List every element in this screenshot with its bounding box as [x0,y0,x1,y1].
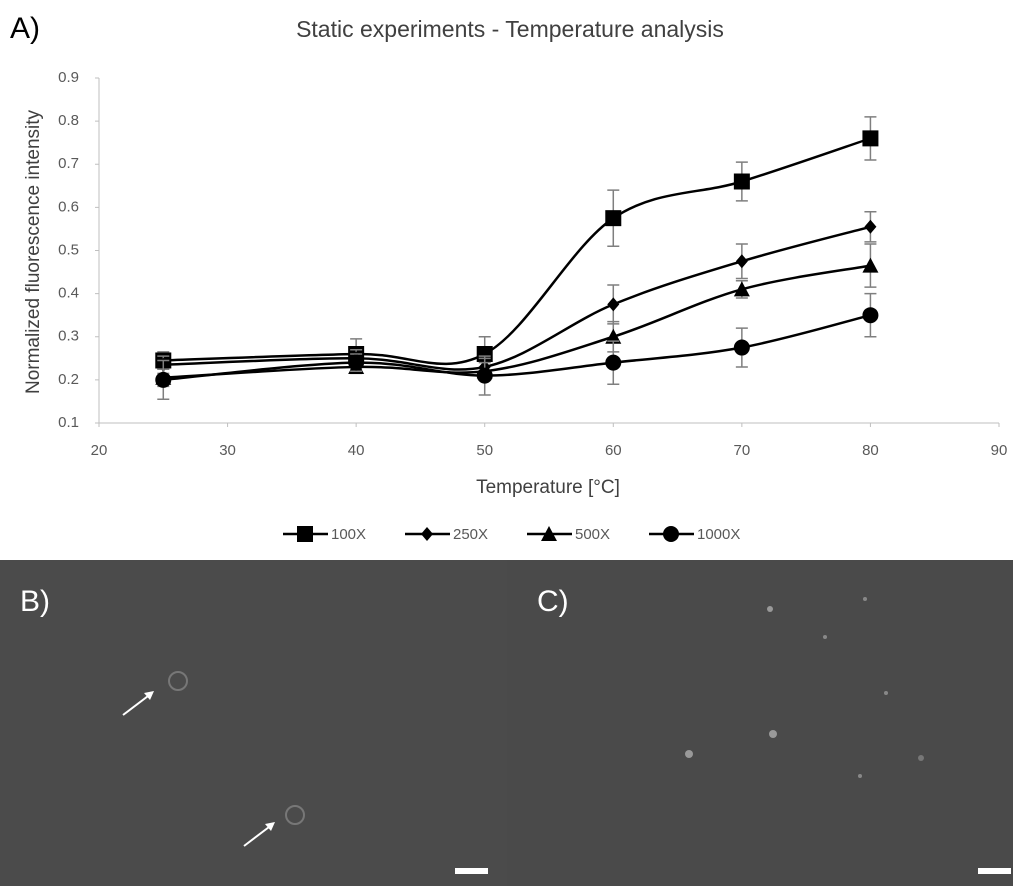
scale-bar [978,868,1011,874]
series-line [163,225,871,371]
y-tick-label: 0.7 [58,155,79,172]
x-axis-label: Temperature [°C] [476,477,620,498]
x-tick-label: 80 [862,442,879,459]
y-tick-label: 0.2 [58,371,79,388]
x-tick-label: 70 [734,442,751,459]
y-tick-label: 0.3 [58,328,79,345]
series-line [163,313,871,382]
legend-marker [421,527,433,541]
x-tick-label: 50 [476,442,493,459]
particle [168,671,188,691]
arrow-head [144,691,154,700]
panel-label: A) [10,12,40,45]
x-tick-label: 30 [219,442,236,459]
legend-label: 100X [331,526,366,543]
y-tick-label: 0.5 [58,241,79,258]
marker [348,354,365,371]
legend-marker [541,526,557,541]
particle [769,730,777,738]
legend-label: 500X [575,526,610,543]
y-tick-label: 0.8 [58,112,79,129]
marker [864,219,877,234]
scale-bar [455,868,488,874]
panel-c: C) [507,560,1013,886]
panel-label: C) [537,585,569,618]
legend-marker [297,526,313,542]
marker [605,328,622,344]
panel-label: B) [20,585,50,618]
micrograph [507,560,1013,886]
legend-label: 250X [453,526,488,543]
particle [858,774,862,778]
marker [733,173,750,190]
x-tick-label: 20 [91,442,108,459]
x-tick-label: 60 [605,442,622,459]
particle [767,606,773,612]
series-line [163,137,871,366]
particle [863,597,867,601]
y-tick-label: 0.6 [58,198,79,215]
marker [476,367,493,384]
y-tick-label: 0.9 [58,69,79,86]
particle [918,755,924,761]
legend-marker [663,526,679,542]
marker [733,281,750,297]
marker [155,371,172,388]
series-line [163,264,871,379]
chart-title: Static experiments - Temperature analysi… [296,16,724,42]
x-tick-label: 90 [991,442,1008,459]
particle [884,691,888,695]
arrow-head [265,822,275,831]
particle [285,805,305,825]
marker [735,254,748,269]
marker [607,297,620,312]
panel-b: B) [0,560,507,886]
particle [823,635,827,639]
marker [733,339,750,356]
y-tick-label: 0.1 [58,414,79,431]
marker [605,210,622,227]
marker [862,307,879,324]
x-tick-label: 40 [348,442,365,459]
micrograph [0,560,507,886]
y-axis-label: Normalized fluorescence intensity [23,109,44,394]
legend-label: 1000X [697,526,740,543]
marker [862,257,879,273]
y-tick-label: 0.4 [58,285,79,302]
particle [685,750,693,758]
marker [605,354,622,371]
marker [862,130,879,147]
